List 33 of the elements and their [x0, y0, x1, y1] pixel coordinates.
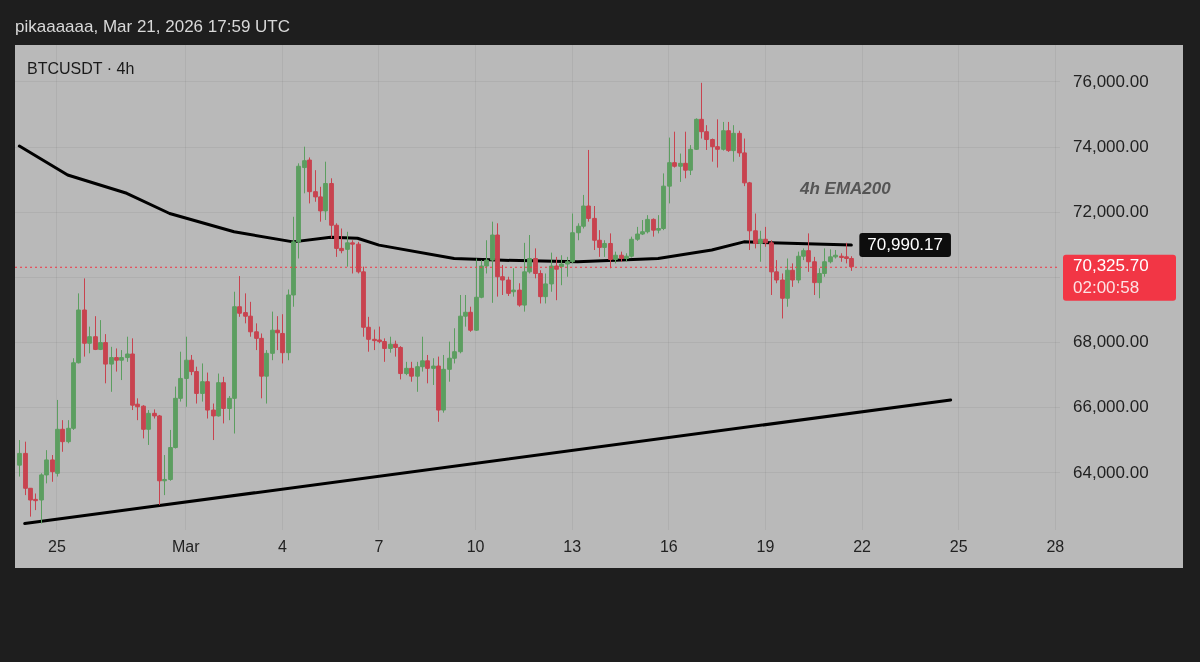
y-tick-label: 74,000.00 — [1073, 136, 1149, 156]
text: 02:00:58 — [1073, 278, 1140, 298]
x-tick-label: Mar — [171, 538, 201, 556]
text: BTCUSDT · 4h — [27, 60, 135, 78]
candlestick — [404, 361, 409, 376]
candlestick — [683, 131, 688, 179]
candlestick — [613, 251, 618, 264]
ref-line-label: 70,325.70 — [1073, 256, 1149, 276]
y-tick-label: 68,000.00 — [1073, 332, 1149, 352]
candlestick — [221, 376, 226, 424]
x-tick-label: 10 — [466, 538, 485, 556]
y-tick-label: 64,000.00 — [1073, 462, 1149, 482]
candlestick — [425, 354, 430, 384]
x-tick-label: 22 — [853, 538, 872, 556]
data-label: 70,990.17 — [867, 234, 943, 254]
x-tick-label: 25 — [949, 538, 968, 556]
chart-subtitle: pikaaaaaa, Mar 21, 2026 17:59 UTC — [15, 16, 291, 36]
x-tick-label: 7 — [374, 538, 384, 556]
x-tick-label: 16 — [659, 538, 678, 556]
y-tick-label: 72,000.00 — [1073, 201, 1149, 221]
candlestick — [323, 161, 328, 221]
y-tick-label: 66,000.00 — [1073, 397, 1149, 417]
x-tick-label: 19 — [756, 538, 775, 556]
candlestick — [275, 315, 280, 351]
x-tick-label: 13 — [563, 538, 582, 556]
text: 4h EMA200 — [798, 178, 892, 198]
candlestick — [511, 267, 516, 298]
candlestick — [87, 326, 92, 354]
x-tick-label: 25 — [48, 538, 66, 556]
y-tick-label: 76,000.00 — [1073, 71, 1149, 91]
x-tick-label: 28 — [1046, 538, 1065, 556]
candlestick — [554, 256, 559, 301]
x-tick-label: 4 — [277, 538, 287, 556]
